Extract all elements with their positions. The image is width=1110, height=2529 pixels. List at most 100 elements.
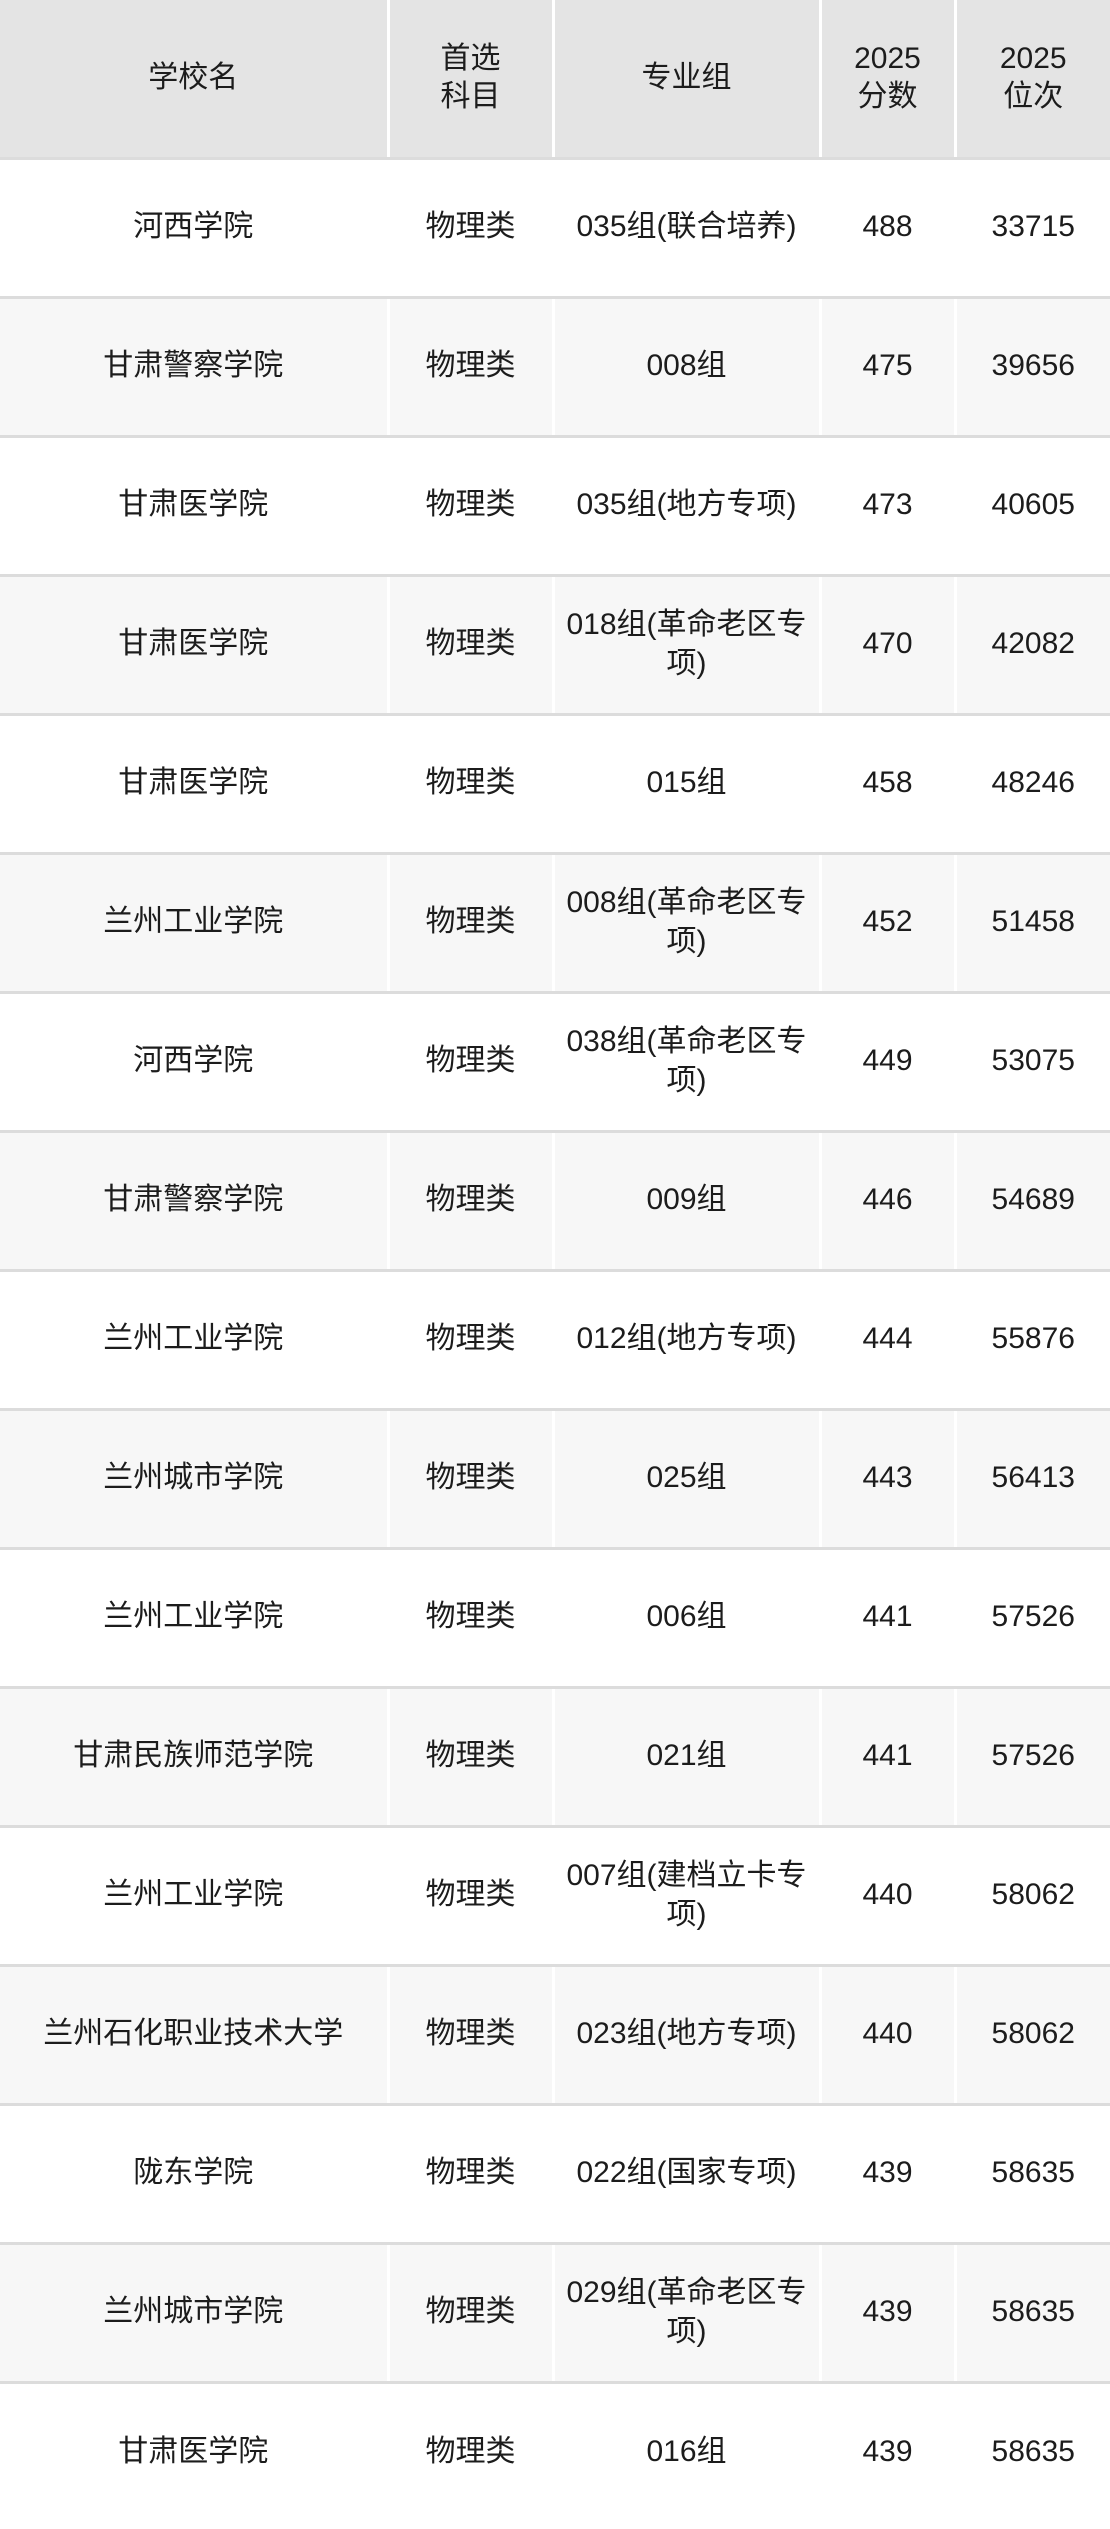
cell-score: 475 — [820, 297, 957, 438]
cell-score: 441 — [820, 1687, 957, 1828]
cell-subject: 物理类 — [388, 1548, 555, 1689]
cell-rank: 40605 — [955, 436, 1110, 577]
cell-rank: 58635 — [955, 2104, 1110, 2245]
cell-group: 021组 — [553, 1687, 822, 1828]
cell-rank: 57526 — [955, 1687, 1110, 1828]
cell-score: 439 — [820, 2104, 957, 2245]
cell-subject: 物理类 — [388, 1409, 555, 1550]
cell-group: 006组 — [553, 1548, 822, 1689]
cell-score: 440 — [820, 1826, 957, 1967]
cell-subject: 物理类 — [388, 2243, 555, 2384]
cell-school: 甘肃警察学院 — [0, 297, 390, 438]
cell-rank: 55876 — [955, 1270, 1110, 1411]
cell-school: 甘肃医学院 — [0, 436, 390, 577]
cell-school: 兰州工业学院 — [0, 1548, 390, 1689]
cell-group: 023组(地方专项) — [553, 1965, 822, 2106]
cell-group: 018组(革命老区专项) — [553, 575, 822, 716]
table-header-row: 学校名 首选 科目 专业组 2025 分数 2025 位次 — [0, 0, 1110, 160]
cell-rank: 51458 — [955, 853, 1110, 994]
cell-subject: 物理类 — [388, 1687, 555, 1828]
cell-subject: 物理类 — [388, 992, 555, 1133]
table-row: 甘肃医学院 物理类 018组(革命老区专项) 470 42082 — [0, 575, 1110, 716]
table-row: 兰州石化职业技术大学 物理类 023组(地方专项) 440 58062 — [0, 1965, 1110, 2106]
cell-school: 兰州城市学院 — [0, 1409, 390, 1550]
cell-rank: 58062 — [955, 1826, 1110, 1967]
cell-rank: 42082 — [955, 575, 1110, 716]
cell-rank: 58635 — [955, 2243, 1110, 2384]
cell-school: 兰州工业学院 — [0, 1826, 390, 1967]
cell-subject: 物理类 — [388, 575, 555, 716]
cell-school: 甘肃医学院 — [0, 714, 390, 855]
cell-subject: 物理类 — [388, 853, 555, 994]
cell-rank: 56413 — [955, 1409, 1110, 1550]
cell-rank: 58635 — [955, 2382, 1110, 2521]
cell-school: 甘肃民族师范学院 — [0, 1687, 390, 1828]
cell-group: 022组(国家专项) — [553, 2104, 822, 2245]
cell-score: 488 — [820, 158, 957, 299]
cell-rank: 33715 — [955, 158, 1110, 299]
cell-subject: 物理类 — [388, 158, 555, 299]
cell-subject: 物理类 — [388, 1131, 555, 1272]
cell-rank: 57526 — [955, 1548, 1110, 1689]
cell-score: 444 — [820, 1270, 957, 1411]
cell-rank: 48246 — [955, 714, 1110, 855]
cell-subject: 物理类 — [388, 2104, 555, 2245]
cell-group: 035组(联合培养) — [553, 158, 822, 299]
cell-group: 025组 — [553, 1409, 822, 1550]
column-header-subject: 首选 科目 — [388, 0, 555, 160]
table-row: 陇东学院 物理类 022组(国家专项) 439 58635 — [0, 2104, 1110, 2245]
cell-group: 038组(革命老区专项) — [553, 992, 822, 1133]
table-row: 兰州工业学院 物理类 008组(革命老区专项) 452 51458 — [0, 853, 1110, 994]
cell-school: 甘肃警察学院 — [0, 1131, 390, 1272]
cell-school: 河西学院 — [0, 158, 390, 299]
cell-score: 449 — [820, 992, 957, 1133]
table-row: 河西学院 物理类 035组(联合培养) 488 33715 — [0, 158, 1110, 299]
column-header-rank: 2025 位次 — [955, 0, 1110, 160]
cell-rank: 39656 — [955, 297, 1110, 438]
cell-group: 015组 — [553, 714, 822, 855]
cell-subject: 物理类 — [388, 1965, 555, 2106]
cell-score: 452 — [820, 853, 957, 994]
cell-score: 443 — [820, 1409, 957, 1550]
cell-subject: 物理类 — [388, 714, 555, 855]
cell-score: 458 — [820, 714, 957, 855]
cell-school: 陇东学院 — [0, 2104, 390, 2245]
table-row: 兰州工业学院 物理类 007组(建档立卡专项) 440 58062 — [0, 1826, 1110, 1967]
table-row: 甘肃警察学院 物理类 009组 446 54689 — [0, 1131, 1110, 1272]
cell-group: 012组(地方专项) — [553, 1270, 822, 1411]
cell-score: 446 — [820, 1131, 957, 1272]
column-header-group: 专业组 — [553, 0, 822, 160]
table-header: 学校名 首选 科目 专业组 2025 分数 2025 位次 — [0, 0, 1110, 160]
table-row: 甘肃医学院 物理类 015组 458 48246 — [0, 714, 1110, 855]
table-row: 兰州城市学院 物理类 029组(革命老区专项) 439 58635 — [0, 2243, 1110, 2384]
table-row: 河西学院 物理类 038组(革命老区专项) 449 53075 — [0, 992, 1110, 1133]
cell-rank: 58062 — [955, 1965, 1110, 2106]
cell-school: 兰州石化职业技术大学 — [0, 1965, 390, 2106]
table-row: 兰州工业学院 物理类 012组(地方专项) 444 55876 — [0, 1270, 1110, 1411]
column-header-school: 学校名 — [0, 0, 390, 160]
cell-school: 兰州工业学院 — [0, 1270, 390, 1411]
cell-group: 016组 — [553, 2382, 822, 2521]
table-row: 甘肃医学院 物理类 016组 439 58635 — [0, 2382, 1110, 2521]
cell-school: 甘肃医学院 — [0, 2382, 390, 2521]
table-row: 兰州城市学院 物理类 025组 443 56413 — [0, 1409, 1110, 1550]
table-row: 甘肃警察学院 物理类 008组 475 39656 — [0, 297, 1110, 438]
cell-school: 兰州工业学院 — [0, 853, 390, 994]
cell-score: 440 — [820, 1965, 957, 2106]
table-row: 兰州工业学院 物理类 006组 441 57526 — [0, 1548, 1110, 1689]
column-header-score: 2025 分数 — [820, 0, 957, 160]
cell-group: 007组(建档立卡专项) — [553, 1826, 822, 1967]
cell-score: 441 — [820, 1548, 957, 1689]
cell-score: 439 — [820, 2243, 957, 2384]
cell-group: 009组 — [553, 1131, 822, 1272]
cell-school: 兰州城市学院 — [0, 2243, 390, 2384]
cell-subject: 物理类 — [388, 436, 555, 577]
cell-group: 008组(革命老区专项) — [553, 853, 822, 994]
cell-subject: 物理类 — [388, 2382, 555, 2521]
cell-subject: 物理类 — [388, 1826, 555, 1967]
cell-subject: 物理类 — [388, 1270, 555, 1411]
cell-rank: 53075 — [955, 992, 1110, 1133]
cell-score: 473 — [820, 436, 957, 577]
cell-score: 439 — [820, 2382, 957, 2521]
